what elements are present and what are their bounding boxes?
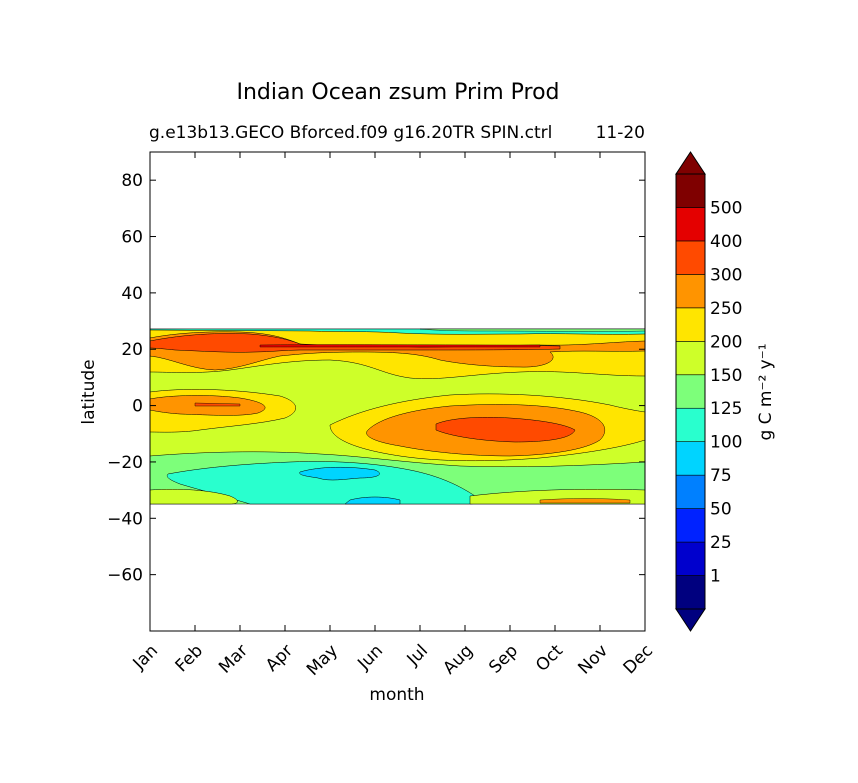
colorbar-tick-label: 50 [710,500,732,520]
x-tick-label: Jul [403,641,432,670]
y-tick-label: −40 [107,509,143,529]
x-tick-label: Apr [262,641,297,676]
x-tick-label: Jan [129,641,162,674]
colorbar-swatch [676,475,705,508]
colorbar-swatch [676,207,705,240]
contour-400-500-north [260,345,540,347]
colorbar-tick-label: 100 [710,433,742,453]
colorbar-swatch [676,241,705,274]
colorbar-label: g C m⁻² y⁻¹ [756,343,776,440]
x-tick-label: Jun [353,641,387,675]
x-axis-label: month [369,685,424,705]
colorbar-swatch [676,174,705,207]
x-tick-label: Oct [532,641,567,676]
colorbar-tick-label: 500 [710,198,742,218]
y-tick-label: 60 [121,228,143,248]
colorbar-swatch [676,509,705,542]
colorbar-tick-label: 125 [710,399,742,419]
chart-title: Indian Ocean zsum Prim Prod [237,80,560,105]
contour-field [150,329,645,504]
y-tick-label: 80 [121,171,143,191]
y-tick-label: 20 [121,340,143,360]
y-axis-label: latitude [79,359,99,424]
x-tick-label: Nov [574,641,612,679]
colorbar-tick-label: 250 [710,299,742,319]
colorbar-extend-max [676,152,705,174]
x-tick-label: Dec [620,641,657,678]
colorbar-tick-label: 75 [710,466,732,486]
colorbar-swatch [676,576,705,609]
contour-250-300-south [540,499,630,504]
x-tick-label: Sep [485,641,522,678]
colorbar-tick-label: 400 [710,232,742,252]
colorbar-tick-label: 300 [710,265,742,285]
x-tick-label: Aug [439,641,477,679]
colorbar-swatch [676,375,705,408]
x-tick-label: May [303,641,342,680]
chart-subtitle: g.e13b13.GECO Bforced.f09 g16.20TR SPIN.… [149,123,552,143]
colorbar-tick-label: 25 [710,533,732,553]
colorbar-swatch [676,542,705,575]
colorbar-tick-label: 150 [710,366,742,386]
colorbar-swatch [676,308,705,341]
colorbar-tick-label: 200 [710,332,742,352]
colorbar-swatch [676,442,705,475]
x-tick-label: Mar [215,641,252,678]
x-tick-label: Feb [172,641,207,676]
colorbar-extend-min [676,609,705,631]
colorbar-swatch [676,341,705,374]
y-tick-label: 40 [121,284,143,304]
chart-subtitle-period: 11-20 [596,123,645,143]
colorbar-tick-label: 1 [710,567,721,587]
y-tick-label: −60 [107,566,143,586]
y-tick-label: 0 [132,397,143,417]
colorbar-swatch [676,408,705,441]
colorbar-swatch [676,274,705,307]
y-tick-label: −20 [107,453,143,473]
